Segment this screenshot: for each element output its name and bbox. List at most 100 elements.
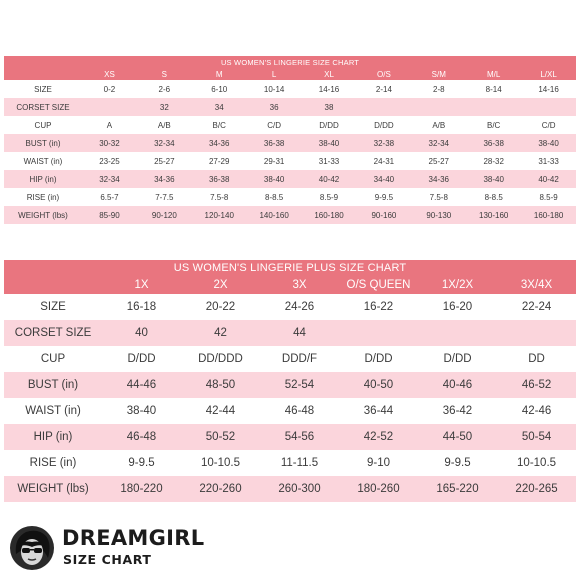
table-cell: 140-160	[246, 206, 302, 224]
table-cell: 10-14	[246, 80, 302, 98]
table-cell: 220-265	[497, 476, 577, 502]
table-cell: 46-52	[497, 372, 577, 398]
table-cell: 9-10	[339, 450, 418, 476]
table-cell: 28-32	[466, 152, 522, 170]
row-label: WAIST (in)	[4, 152, 82, 170]
table-cell: 160-180	[301, 206, 357, 224]
table-cell: 8-8.5	[246, 188, 302, 206]
table-cell: 36-42	[418, 398, 497, 424]
table-cell: 6.5-7	[82, 188, 137, 206]
table-cell: 14-16	[521, 80, 577, 98]
chart-title-row: US WOMEN'S LINGERIE SIZE CHART	[4, 56, 577, 68]
table-cell: 9-9.5	[102, 450, 181, 476]
table-cell: 90-120	[136, 206, 192, 224]
dreamgirl-logo: DREAMGIRL SIZE CHART	[8, 520, 208, 576]
column-header: 1X	[102, 276, 181, 294]
table-cell: 31-33	[301, 152, 357, 170]
table-cell: 34	[191, 98, 247, 116]
table-cell: 11-11.5	[260, 450, 339, 476]
table-row: WEIGHT (lbs) 180-220 220-260 260-300 180-260…	[4, 476, 577, 502]
table-cell: DD/DDD	[181, 346, 260, 372]
column-header: L	[246, 68, 302, 80]
table-cell: 90-160	[356, 206, 412, 224]
table-cell: 52-54	[260, 372, 339, 398]
table-cell: 180-220	[102, 476, 181, 502]
table-cell: 36-38	[466, 134, 522, 152]
column-header	[4, 68, 82, 80]
brand-subtitle: SIZE CHART	[63, 552, 152, 567]
table-cell: 48-50	[181, 372, 260, 398]
table-cell: 16-22	[339, 294, 418, 320]
table-cell: 9-9.5	[418, 450, 497, 476]
table-cell: 90-130	[411, 206, 467, 224]
table-cell: 8.5-9	[521, 188, 577, 206]
table-cell: 85-90	[82, 206, 137, 224]
table-cell: C/D	[521, 116, 577, 134]
table-cell: 32-34	[82, 170, 137, 188]
brand-name: DREAMGIRL	[62, 526, 205, 550]
row-label: BUST (in)	[4, 134, 82, 152]
row-label: CORSET SIZE	[4, 98, 82, 116]
lingerie-plus-size-chart: US WOMEN'S LINGERIE PLUS SIZE CHART 1X 2X 3…	[4, 260, 577, 502]
table-row: CORSET SIZE 40 42 44	[4, 320, 577, 346]
table-cell: 7.5-8	[411, 188, 467, 206]
table-cell: 16-18	[102, 294, 181, 320]
row-label: CORSET SIZE	[4, 320, 102, 346]
table-cell: 42-46	[497, 398, 577, 424]
table-cell: 23-25	[82, 152, 137, 170]
table-cell: 38-40	[102, 398, 181, 424]
table-cell: 25-27	[411, 152, 467, 170]
table-cell: 130-160	[466, 206, 522, 224]
table-cell: D/DD	[418, 346, 497, 372]
table-cell: 38-40	[521, 134, 577, 152]
table-cell: 31-33	[521, 152, 577, 170]
table-row: SIZE 0-2 2-6 6-10 10-14 14-16 2-14 2-8 8-14 14-16	[4, 80, 577, 98]
table-cell: 40	[102, 320, 181, 346]
table-row: CUP A A/B B/C C/D D/DD D/DD A/B B/C C/D	[4, 116, 577, 134]
column-header: S	[136, 68, 192, 80]
table-cell: 42-44	[181, 398, 260, 424]
table-row: CUP D/DD DD/DDD DDD/F D/DD D/DD DD	[4, 346, 577, 372]
row-label: SIZE	[4, 80, 82, 98]
chart-title-row: US WOMEN'S LINGERIE PLUS SIZE CHART	[4, 260, 577, 276]
table-cell: 27-29	[191, 152, 247, 170]
table-cell: 38	[301, 98, 357, 116]
table-cell: 42-52	[339, 424, 418, 450]
table-row: HIP (in) 32-34 34-36 36-38 38-40 40-42 34-40 34…	[4, 170, 577, 188]
table-cell: 32-34	[136, 134, 192, 152]
table-cell: 34-36	[191, 134, 247, 152]
column-header: 1X/2X	[418, 276, 497, 294]
table-cell	[466, 98, 522, 116]
table-cell: 30-32	[82, 134, 137, 152]
table-cell: 44	[260, 320, 339, 346]
column-header: O/S	[356, 68, 412, 80]
lingerie-size-chart: US WOMEN'S LINGERIE SIZE CHART XS S M L XL O/S…	[4, 56, 577, 224]
table-cell: 24-26	[260, 294, 339, 320]
table-cell: 32	[136, 98, 192, 116]
table-cell: 7.5-8	[191, 188, 247, 206]
table-cell: 38-40	[301, 134, 357, 152]
table-cell: 6-10	[191, 80, 247, 98]
table-cell: 260-300	[260, 476, 339, 502]
table-cell: 36-38	[246, 134, 302, 152]
table-cell: B/C	[191, 116, 247, 134]
column-header: O/S QUEEN	[339, 276, 418, 294]
table-cell: D/DD	[301, 116, 357, 134]
row-label: CUP	[4, 346, 102, 372]
table-cell: 220-260	[181, 476, 260, 502]
table-cell	[82, 98, 137, 116]
table-cell: A	[82, 116, 137, 134]
table-cell: 54-56	[260, 424, 339, 450]
table-cell: 7-7.5	[136, 188, 192, 206]
column-header: M	[191, 68, 247, 80]
table-cell: 24-31	[356, 152, 412, 170]
table-cell: 36-38	[191, 170, 247, 188]
table-row: SIZE 16-18 20-22 24-26 16-22 16-20 22-24	[4, 294, 577, 320]
table-cell: 40-46	[418, 372, 497, 398]
table-row: RISE (in) 6.5-7 7-7.5 7.5-8 8-8.5 8.5-9 9-9.5 7…	[4, 188, 577, 206]
table-cell: DD	[497, 346, 577, 372]
table-cell	[497, 320, 577, 346]
table-cell: 36-44	[339, 398, 418, 424]
table-cell: 8.5-9	[301, 188, 357, 206]
table-row: CORSET SIZE 32 34 36 38	[4, 98, 577, 116]
